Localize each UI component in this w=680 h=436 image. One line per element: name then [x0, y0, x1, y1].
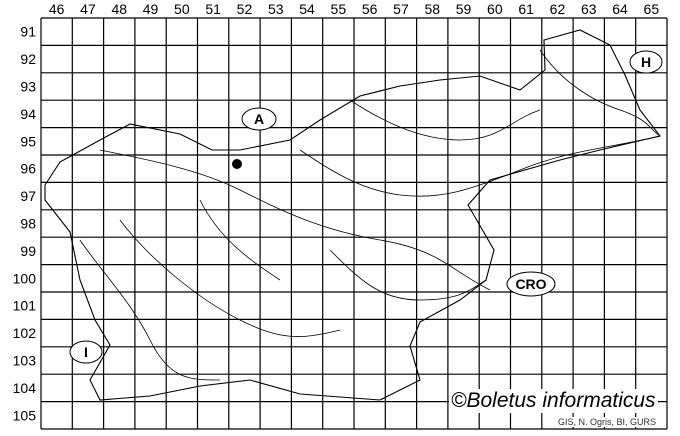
column-label: 61	[518, 1, 534, 17]
row-label: 97	[20, 188, 36, 204]
column-label: 51	[205, 1, 221, 17]
record-marker	[232, 159, 242, 169]
river	[539, 49, 661, 137]
rivers	[79, 49, 661, 381]
column-label: 50	[174, 1, 190, 17]
column-label: 54	[299, 1, 315, 17]
row-label: 105	[13, 407, 37, 423]
column-label: 46	[49, 1, 65, 17]
column-label: 62	[550, 1, 566, 17]
column-label: 55	[331, 1, 347, 17]
svg-text:CRO: CRO	[515, 276, 546, 292]
column-label: 53	[268, 1, 284, 17]
copyright-text: ©Boletus informaticus	[449, 389, 658, 413]
river	[329, 249, 487, 301]
row-label: 98	[20, 216, 36, 232]
svg-text:H: H	[641, 54, 651, 70]
river	[119, 219, 341, 337]
column-labels: 46 47 48 49 50 51 52 53 54 55 56 57 58 59 60 61 62 63 64 65	[49, 1, 659, 17]
column-label: 60	[487, 1, 503, 17]
row-label: 91	[20, 24, 36, 40]
label-italy: I	[69, 340, 103, 364]
row-label: 103	[13, 353, 37, 369]
column-label: 52	[237, 1, 253, 17]
river	[99, 149, 491, 291]
river	[79, 239, 221, 381]
row-label: 94	[20, 106, 36, 122]
river	[349, 99, 541, 141]
row-label: 93	[20, 79, 36, 95]
river	[199, 199, 281, 281]
svg-text:I: I	[84, 344, 88, 360]
column-label: 56	[362, 1, 378, 17]
column-label: 48	[111, 1, 127, 17]
grid	[40, 17, 668, 430]
credit-text: GIS, N. Ogris, BI, GURS	[556, 417, 659, 427]
column-label: 63	[581, 1, 597, 17]
row-label: 104	[13, 380, 37, 396]
river	[299, 135, 661, 197]
label-austria: A	[241, 107, 277, 131]
column-label: 58	[424, 1, 440, 17]
column-label: 65	[644, 1, 660, 17]
row-label: 101	[13, 298, 37, 314]
column-label: 64	[612, 1, 628, 17]
label-croatia: CRO	[506, 271, 556, 297]
row-label: 102	[13, 325, 37, 341]
row-label: 100	[13, 270, 37, 286]
column-label: 47	[80, 1, 96, 17]
svg-text:A: A	[254, 111, 264, 127]
column-label: 57	[393, 1, 409, 17]
row-labels: 91 92 93 94 95 96 97 98 99 100 101 102 103 104 105	[13, 24, 37, 424]
row-label: 99	[20, 243, 36, 259]
column-label: 59	[456, 1, 472, 17]
row-label: 95	[20, 133, 36, 149]
label-hungary: H	[629, 50, 663, 74]
column-label: 49	[143, 1, 159, 17]
row-label: 96	[20, 161, 36, 177]
row-label: 92	[20, 51, 36, 67]
country-border	[44, 29, 661, 401]
